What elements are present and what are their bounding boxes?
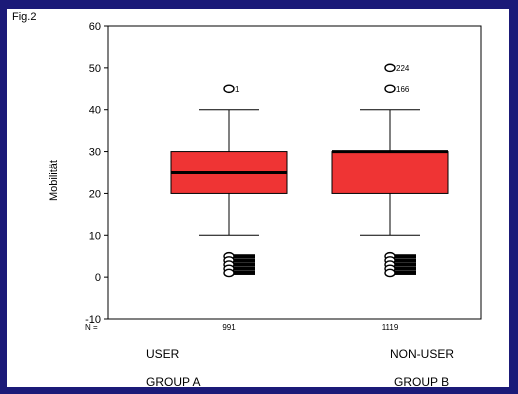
outlier-label-cluster: [395, 266, 416, 271]
group-b-label-line2: GROUP B: [394, 375, 450, 389]
outlier-label-cluster: [395, 270, 416, 275]
outlier-point: [384, 268, 396, 278]
outlier-label-cluster: [395, 258, 416, 263]
y-tick-label: 50: [89, 63, 101, 75]
iqr-box: [331, 151, 449, 194]
outlier-point: [223, 268, 235, 278]
y-tick-label: -10: [85, 314, 101, 326]
outlier-label: 224: [396, 64, 410, 73]
outlier-label-cluster: [395, 262, 416, 267]
outlier-point: [384, 84, 396, 94]
y-tick-label: 10: [89, 230, 101, 242]
outlier-label: 166: [396, 85, 410, 94]
outlier-label-cluster: [234, 262, 255, 267]
boxplot-chart: -10 0 10 20 30 40 50 60 Mobilität N = 1 991 224 166 11…: [48, 21, 482, 332]
outlier-label-cluster: [234, 254, 255, 259]
y-tick-label: 40: [89, 105, 101, 117]
outlier-label-cluster: [234, 270, 255, 275]
outlier-label-cluster: [234, 266, 255, 271]
n-prefix-label: N =: [85, 323, 98, 332]
figure-panel: Fig.2 -10 0 10 20 30 40 50 60 Mobilität N = 1 991 22…: [7, 9, 509, 389]
group-a-label-line1: USER: [146, 347, 180, 361]
outlier-label-cluster: [395, 254, 416, 259]
y-tick-label: 20: [89, 188, 101, 200]
group-b-label-line1: NON-USER: [390, 347, 455, 361]
figure-label: Fig.2: [12, 11, 37, 23]
plot-frame: [107, 25, 482, 320]
outlier-label-cluster: [234, 258, 255, 263]
y-axis-label: Mobilität: [48, 160, 60, 201]
outlier-point: [223, 84, 235, 94]
y-tick-label: 0: [95, 272, 101, 284]
y-tick-label: 60: [89, 21, 101, 33]
group-n-value: 991: [222, 323, 236, 332]
y-tick-label: 30: [89, 147, 101, 159]
group-a-label-line2: GROUP A: [146, 375, 201, 389]
outlier-point: [384, 63, 396, 73]
outlier-label: 1: [235, 85, 240, 94]
group-n-value: 1119: [382, 323, 399, 332]
